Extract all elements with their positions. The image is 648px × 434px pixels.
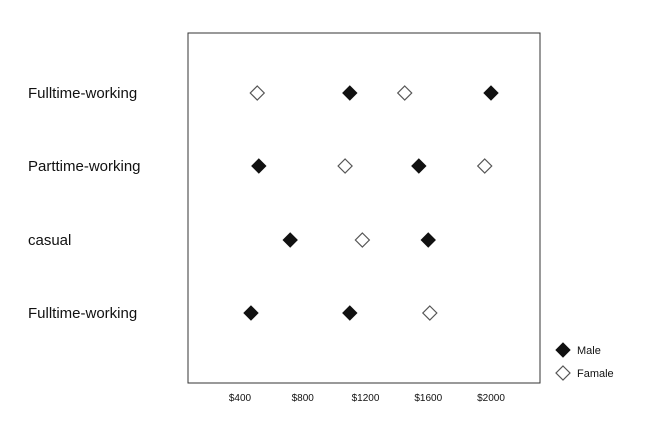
female-point <box>476 158 493 174</box>
x-axis-ticks: $400 $800 $1200 $1600 $2000 <box>229 393 505 404</box>
female-point <box>354 232 371 248</box>
category-label: Parttime-working <box>28 158 141 175</box>
x-tick-label: $1600 <box>414 393 442 404</box>
female-legend-marker <box>555 365 571 381</box>
male-point <box>342 85 358 101</box>
category-label: casual <box>28 232 71 249</box>
male-point <box>420 232 436 248</box>
plot-area-frame <box>187 32 541 384</box>
male-point <box>342 305 358 321</box>
female-point <box>337 158 353 174</box>
legend: Male Famale <box>555 342 614 381</box>
category-labels: Fulltime-working Parttime-working casual Fu… <box>28 85 141 322</box>
female-point <box>396 85 413 101</box>
category-label: Fulltime-working <box>28 305 137 322</box>
female-point <box>249 85 266 101</box>
x-tick-label: $800 <box>292 393 315 404</box>
data-markers <box>243 85 499 321</box>
male-point <box>243 305 259 321</box>
x-tick-label: $400 <box>229 393 252 404</box>
female-point <box>421 305 438 321</box>
male-point <box>282 232 298 248</box>
x-tick-label: $2000 <box>477 393 505 404</box>
male-point <box>411 158 427 174</box>
legend-label: Male <box>577 345 601 357</box>
category-label: Fulltime-working <box>28 85 137 102</box>
male-point <box>251 158 267 174</box>
male-legend-marker <box>555 342 571 358</box>
x-tick-label: $1200 <box>352 393 380 404</box>
legend-label: Famale <box>577 368 614 380</box>
male-point <box>483 85 499 101</box>
